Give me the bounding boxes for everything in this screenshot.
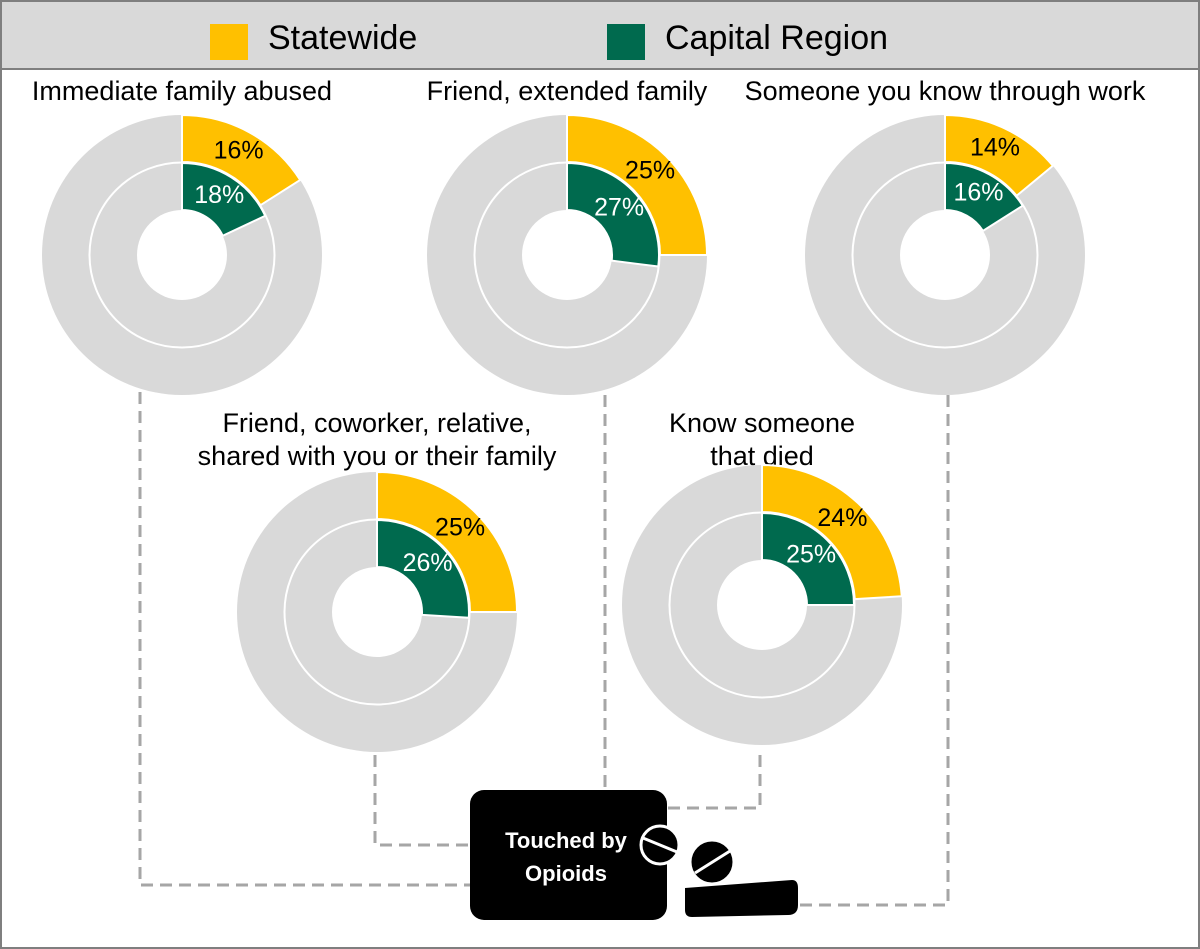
data-label: 14%: [970, 133, 1020, 161]
donut-segment: [761, 511, 856, 606]
pill-line: [642, 836, 678, 854]
legend-swatch: [607, 24, 645, 60]
bottle-cap: [685, 880, 798, 917]
center-label: Touched by: [505, 828, 628, 853]
connector: [138, 392, 470, 887]
data-label: 25%: [435, 514, 485, 542]
center-label: Opioids: [525, 861, 607, 886]
data-label: 16%: [953, 179, 1003, 207]
data-label: 16%: [214, 137, 264, 165]
donut-segment: [181, 161, 267, 238]
donut-segment: [944, 161, 1025, 233]
legend-band: [0, 0, 1200, 70]
donut-hole: [900, 210, 990, 300]
chart-title: Friend, coworker, relative,: [222, 408, 531, 438]
connectors: [138, 392, 950, 907]
data-label: 18%: [194, 181, 244, 209]
bottle: [470, 790, 667, 920]
donut-hole: [137, 210, 227, 300]
legend-label: Statewide: [268, 19, 417, 57]
chart-title: Know someone: [669, 408, 855, 438]
donut-segment: [376, 518, 470, 619]
chart-title: Immediate family abused: [32, 76, 332, 106]
donut-hole: [522, 210, 612, 300]
chart-title: shared with you or their family: [198, 441, 557, 471]
pill-line: [694, 849, 731, 875]
pill-bottle-icon: [470, 790, 798, 920]
data-label: 25%: [625, 157, 675, 185]
data-label: 25%: [786, 540, 836, 568]
chart-title: Friend, extended family: [427, 76, 708, 106]
connector: [373, 755, 470, 847]
donut-hole: [717, 560, 807, 650]
legend-label: Capital Region: [665, 19, 888, 57]
data-label: 24%: [817, 504, 867, 532]
data-label: 27%: [594, 194, 644, 222]
legend-swatch: [210, 24, 248, 60]
data-label: 26%: [403, 549, 453, 577]
chart-title: Someone you know through work: [745, 76, 1146, 106]
donut-segment: [566, 161, 660, 268]
donut-hole: [332, 567, 422, 657]
connector: [668, 755, 762, 810]
connector: [795, 395, 950, 907]
